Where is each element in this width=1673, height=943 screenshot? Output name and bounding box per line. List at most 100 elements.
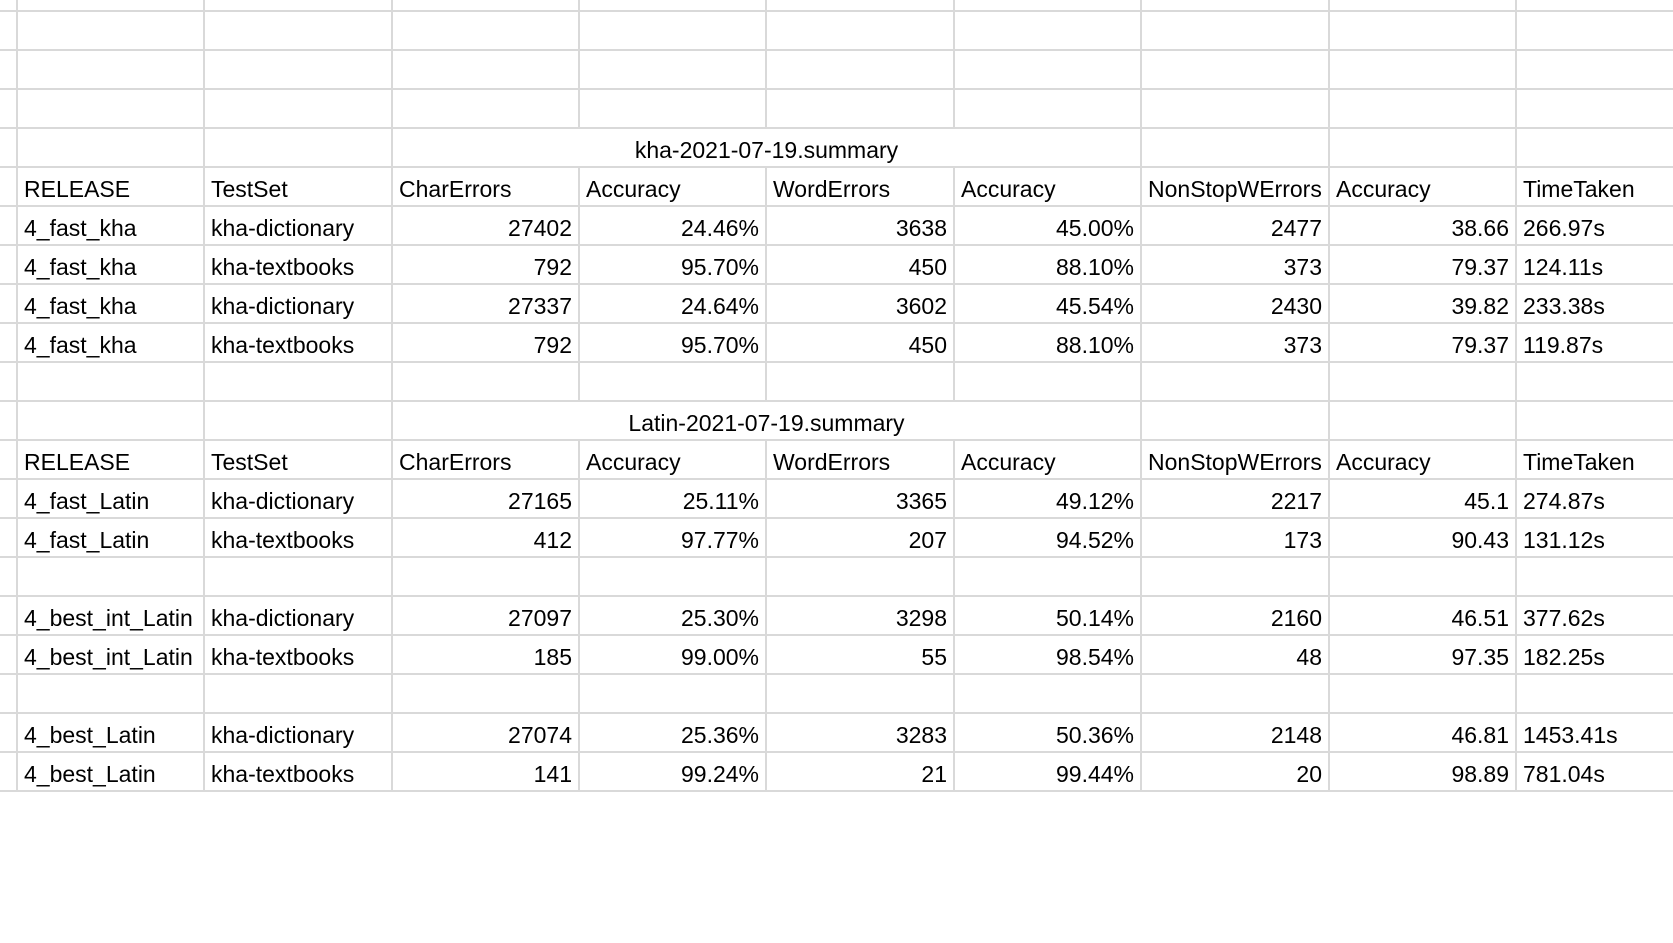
- empty-cell[interactable]: [955, 51, 1142, 90]
- value-cell[interactable]: 97.77%: [580, 519, 767, 558]
- value-cell[interactable]: 95.70%: [580, 246, 767, 285]
- value-cell[interactable]: 49.12%: [955, 480, 1142, 519]
- empty-cell[interactable]: [205, 129, 393, 168]
- value-cell[interactable]: 450: [767, 324, 955, 363]
- testset-cell[interactable]: kha-textbooks: [205, 753, 393, 792]
- gutter-cell[interactable]: [0, 285, 18, 324]
- gutter-cell[interactable]: [0, 636, 18, 675]
- empty-cell[interactable]: [767, 90, 955, 129]
- empty-cell[interactable]: [393, 12, 580, 51]
- empty-cell[interactable]: [205, 90, 393, 129]
- empty-cell[interactable]: [767, 558, 955, 597]
- testset-cell[interactable]: kha-dictionary: [205, 285, 393, 324]
- empty-cell[interactable]: [1517, 51, 1673, 90]
- value-cell[interactable]: 2160: [1142, 597, 1330, 636]
- gutter-cell[interactable]: [0, 324, 18, 363]
- empty-cell[interactable]: [1330, 12, 1517, 51]
- empty-cell[interactable]: [955, 558, 1142, 597]
- value-cell[interactable]: 2217: [1142, 480, 1330, 519]
- empty-cell[interactable]: [393, 51, 580, 90]
- value-cell[interactable]: 792: [393, 324, 580, 363]
- empty-cell[interactable]: [18, 558, 205, 597]
- column-header[interactable]: TimeTaken: [1517, 168, 1673, 207]
- value-cell[interactable]: 185: [393, 636, 580, 675]
- empty-cell[interactable]: [580, 558, 767, 597]
- value-cell[interactable]: 412: [393, 519, 580, 558]
- empty-cell[interactable]: [0, 558, 18, 597]
- gutter-cell[interactable]: [0, 597, 18, 636]
- empty-cell[interactable]: [1142, 90, 1330, 129]
- value-cell[interactable]: 27097: [393, 597, 580, 636]
- value-cell[interactable]: 3283: [767, 714, 955, 753]
- empty-cell[interactable]: [1517, 0, 1673, 12]
- release-cell[interactable]: 4_best_Latin: [18, 753, 205, 792]
- column-header[interactable]: Accuracy: [580, 441, 767, 480]
- testset-cell[interactable]: kha-textbooks: [205, 324, 393, 363]
- value-cell[interactable]: 274.87s: [1517, 480, 1673, 519]
- value-cell[interactable]: 99.00%: [580, 636, 767, 675]
- value-cell[interactable]: 98.89: [1330, 753, 1517, 792]
- gutter-cell[interactable]: [0, 714, 18, 753]
- empty-cell[interactable]: [1517, 129, 1673, 168]
- column-header[interactable]: TestSet: [205, 168, 393, 207]
- value-cell[interactable]: 182.25s: [1517, 636, 1673, 675]
- summary-title[interactable]: kha-2021-07-19.summary: [393, 129, 1142, 168]
- release-cell[interactable]: 4_fast_kha: [18, 324, 205, 363]
- empty-cell[interactable]: [205, 675, 393, 714]
- empty-cell[interactable]: [205, 51, 393, 90]
- value-cell[interactable]: 97.35: [1330, 636, 1517, 675]
- testset-cell[interactable]: kha-textbooks: [205, 636, 393, 675]
- empty-cell[interactable]: [580, 51, 767, 90]
- value-cell[interactable]: 46.81: [1330, 714, 1517, 753]
- gutter-cell[interactable]: [0, 168, 18, 207]
- column-header[interactable]: TestSet: [205, 441, 393, 480]
- empty-cell[interactable]: [955, 12, 1142, 51]
- value-cell[interactable]: 90.43: [1330, 519, 1517, 558]
- value-cell[interactable]: 450: [767, 246, 955, 285]
- empty-cell[interactable]: [1142, 675, 1330, 714]
- value-cell[interactable]: 38.66: [1330, 207, 1517, 246]
- value-cell[interactable]: 141: [393, 753, 580, 792]
- empty-cell[interactable]: [18, 90, 205, 129]
- column-header[interactable]: RELEASE: [18, 168, 205, 207]
- empty-cell[interactable]: [18, 51, 205, 90]
- empty-cell[interactable]: [18, 12, 205, 51]
- column-header[interactable]: Accuracy: [955, 441, 1142, 480]
- empty-cell[interactable]: [1517, 363, 1673, 402]
- gutter-cell[interactable]: [0, 753, 18, 792]
- empty-cell[interactable]: [1142, 51, 1330, 90]
- release-cell[interactable]: 4_fast_Latin: [18, 519, 205, 558]
- column-header[interactable]: Accuracy: [1330, 441, 1517, 480]
- value-cell[interactable]: 25.30%: [580, 597, 767, 636]
- empty-cell[interactable]: [0, 129, 18, 168]
- release-cell[interactable]: 4_fast_Latin: [18, 480, 205, 519]
- column-header[interactable]: Accuracy: [1330, 168, 1517, 207]
- column-header[interactable]: NonStopWErrors: [1142, 441, 1330, 480]
- value-cell[interactable]: 124.11s: [1517, 246, 1673, 285]
- value-cell[interactable]: 45.1: [1330, 480, 1517, 519]
- value-cell[interactable]: 27337: [393, 285, 580, 324]
- gutter-cell[interactable]: [0, 246, 18, 285]
- value-cell[interactable]: 55: [767, 636, 955, 675]
- empty-cell[interactable]: [1330, 558, 1517, 597]
- value-cell[interactable]: 792: [393, 246, 580, 285]
- testset-cell[interactable]: kha-textbooks: [205, 246, 393, 285]
- value-cell[interactable]: 98.54%: [955, 636, 1142, 675]
- empty-cell[interactable]: [955, 363, 1142, 402]
- release-cell[interactable]: 4_fast_kha: [18, 285, 205, 324]
- empty-cell[interactable]: [955, 0, 1142, 12]
- testset-cell[interactable]: kha-dictionary: [205, 597, 393, 636]
- empty-cell[interactable]: [1517, 402, 1673, 441]
- value-cell[interactable]: 131.12s: [1517, 519, 1673, 558]
- empty-cell[interactable]: [1517, 90, 1673, 129]
- testset-cell[interactable]: kha-dictionary: [205, 714, 393, 753]
- column-header[interactable]: RELEASE: [18, 441, 205, 480]
- empty-cell[interactable]: [205, 402, 393, 441]
- empty-cell[interactable]: [955, 90, 1142, 129]
- column-header[interactable]: CharErrors: [393, 168, 580, 207]
- empty-cell[interactable]: [580, 12, 767, 51]
- empty-cell[interactable]: [18, 129, 205, 168]
- empty-cell[interactable]: [1142, 558, 1330, 597]
- empty-cell[interactable]: [1142, 363, 1330, 402]
- summary-title[interactable]: Latin-2021-07-19.summary: [393, 402, 1142, 441]
